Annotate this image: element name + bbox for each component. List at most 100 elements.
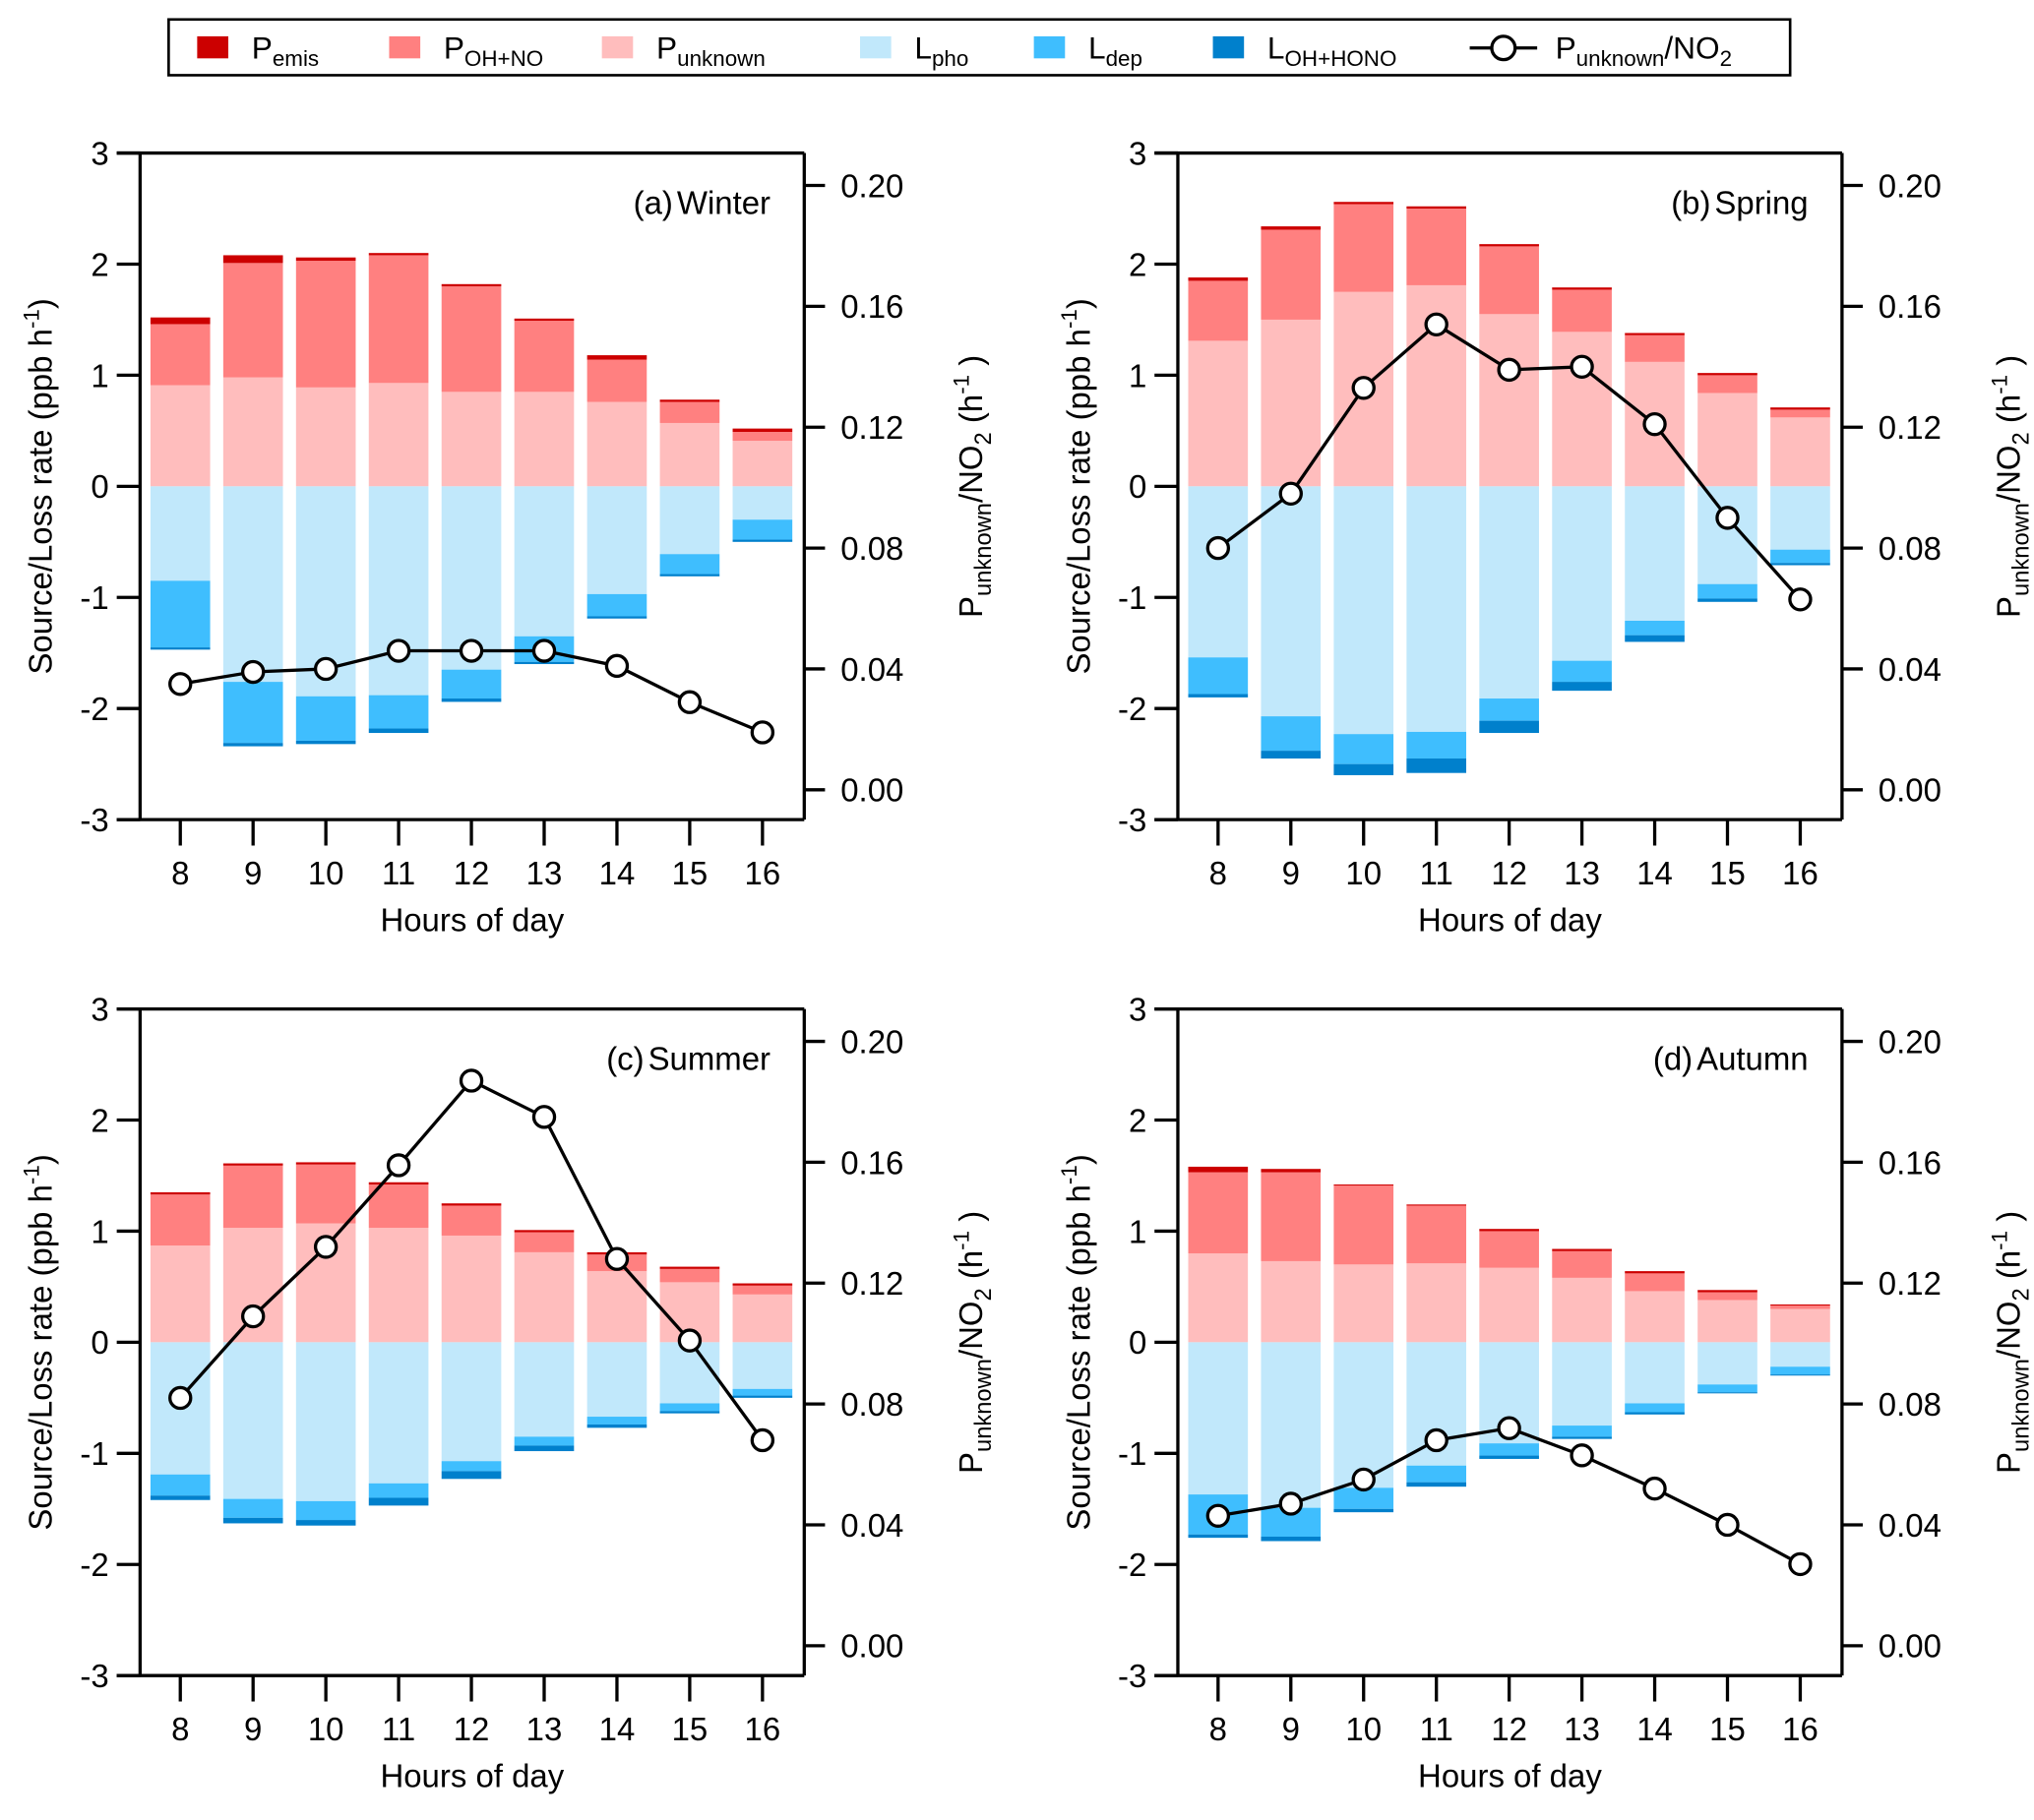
ratio-point-h9	[1278, 481, 1303, 506]
bar-segment-l-oh-hono-h11	[1406, 758, 1467, 773]
y2-tick-label: 0.04	[840, 651, 903, 688]
legend-swatch	[859, 35, 892, 59]
bar-segment-l-dep-h10	[1333, 734, 1394, 764]
bar-segment-p-oh-no-h8	[150, 324, 211, 386]
bar-segment-l-dep-h10	[295, 696, 356, 741]
y-tick-label: -1	[80, 1435, 108, 1472]
y2-tick-label: 0.16	[1879, 288, 1942, 325]
y2-tick-label: 0.08	[840, 530, 903, 567]
x-tick-label: 12	[454, 1711, 490, 1747]
bar-segment-l-dep-h16	[732, 519, 793, 540]
bar-segment-l-oh-hono-h16	[732, 539, 793, 542]
bar-segment-l-dep-h8	[1188, 657, 1249, 695]
x-tick-label: 9	[1282, 855, 1300, 891]
x-tick-label: 10	[308, 855, 344, 891]
ratio-point-h13	[1570, 1443, 1594, 1468]
ratio-point-h13	[1570, 354, 1594, 379]
bar-segment-p-emis-h16	[1770, 1304, 1830, 1306]
y2-tick-label: 0.12	[1879, 1265, 1942, 1302]
y2-tick-label: 0.16	[1879, 1144, 1942, 1181]
bar-segment-l-oh-hono-h16	[1770, 563, 1830, 566]
bars	[150, 253, 793, 747]
bar-segment-p-emis-h11	[1406, 206, 1467, 210]
bar-segment-p-unknown-h14	[586, 401, 647, 487]
bar-segment-p-emis-h10	[1333, 1184, 1394, 1186]
bar-segment-p-unknown-h11	[1406, 1263, 1467, 1343]
bar-segment-l-dep-h12	[1479, 698, 1539, 721]
panel-label: (a) Winter	[634, 185, 770, 221]
ratio-point-h10	[1351, 376, 1376, 400]
bar-segment-p-emis-h12	[441, 283, 502, 287]
bar-segment-p-unknown-h9	[1261, 319, 1322, 487]
y2-tick-label: 0.12	[840, 409, 903, 446]
bar-segment-p-oh-no-h16	[732, 432, 793, 442]
legend-label: Ldep	[1088, 30, 1142, 71]
ratio-point-h12	[1497, 357, 1521, 383]
bar-segment-p-emis-h11	[368, 253, 429, 256]
bar-segment-p-oh-no-h8	[1188, 280, 1249, 341]
bar-segment-l-pho-h8	[1188, 1342, 1249, 1495]
bar-segment-l-dep-h11	[368, 695, 429, 729]
x-tick-label: 15	[672, 855, 709, 891]
bar-segment-p-unknown-h12	[1479, 1267, 1539, 1343]
y2-tick-label: 0.00	[840, 1628, 903, 1665]
bar-segment-p-oh-no-h11	[368, 255, 429, 384]
y-tick-label: 1	[1129, 1213, 1146, 1249]
legend-item-l-oh-hono: LOH+HONO	[1212, 30, 1396, 71]
y-tick-label: 0	[1129, 1324, 1146, 1361]
bar-segment-p-oh-no-h12	[1479, 246, 1539, 315]
x-tick-label: 11	[1420, 855, 1453, 891]
ratio-point-h14	[1642, 411, 1667, 437]
legend-item-p-oh-no: POH+NO	[389, 30, 543, 71]
bar-segment-l-dep-h9	[222, 1498, 283, 1518]
ratio-point-h11	[1424, 1427, 1448, 1453]
x-tick-label: 13	[1564, 1711, 1600, 1747]
x-tick-label: 15	[672, 1711, 709, 1747]
x-tick-label: 14	[1636, 1711, 1673, 1747]
bar-segment-l-pho-h16	[1770, 1342, 1830, 1367]
bar-segment-l-pho-h10	[1333, 486, 1394, 735]
bar-segment-l-oh-hono-h8	[1188, 694, 1249, 698]
y-tick-label: -2	[80, 1547, 108, 1583]
ratio-series	[168, 638, 775, 745]
bar-segment-l-pho-h13	[514, 1342, 575, 1437]
x-tick-label: 10	[308, 1711, 344, 1747]
legend-swatch	[389, 35, 421, 59]
bar-segment-l-pho-h9	[222, 486, 283, 683]
bar-segment-p-unknown-h16	[1770, 1308, 1830, 1343]
bar-segment-p-oh-no-h8	[1188, 1172, 1249, 1254]
y-tick-label: -2	[1118, 691, 1146, 727]
bar-segment-l-pho-h8	[1188, 486, 1249, 658]
bar-segment-p-oh-no-h16	[1770, 409, 1830, 418]
bar-segment-p-emis-h16	[732, 1283, 793, 1286]
legend-marker-swatch	[1490, 34, 1517, 62]
ratio-series	[1205, 1416, 1813, 1577]
y2-tick-label: 0.00	[1879, 772, 1942, 809]
bar-segment-p-oh-no-h9	[1261, 1172, 1322, 1261]
bar-segment-l-dep-h15	[659, 554, 720, 575]
bar-segment-l-oh-hono-h14	[1625, 1412, 1685, 1415]
y2-tick-label: 0.20	[1879, 167, 1942, 204]
legend: Pemis POH+NO Punknown Lpho Ldep LOH+HONO Punkn…	[167, 18, 1792, 77]
ratio-point-h8	[168, 1385, 193, 1411]
x-tick-label: 8	[171, 1711, 189, 1747]
bar-segment-l-dep-h14	[1625, 1403, 1685, 1413]
bar-segment-l-dep-h10	[1333, 1487, 1394, 1509]
y-tick-label: 3	[91, 991, 108, 1027]
ratio-point-h11	[386, 638, 411, 663]
legend-label: Punknown	[656, 30, 766, 71]
bar-segment-l-dep-h12	[1479, 1443, 1539, 1456]
bar-segment-l-dep-h16	[732, 1388, 793, 1396]
bar-segment-l-dep-h12	[441, 669, 502, 699]
y-tick-label: -2	[1118, 1547, 1146, 1583]
ratio-point-h15	[1715, 506, 1740, 530]
bar-segment-p-unknown-h13	[1552, 1277, 1612, 1343]
y-tick-label: -3	[1118, 802, 1146, 838]
bar-segment-l-oh-hono-h12	[441, 698, 502, 702]
bar-segment-l-pho-h12	[441, 1342, 502, 1462]
